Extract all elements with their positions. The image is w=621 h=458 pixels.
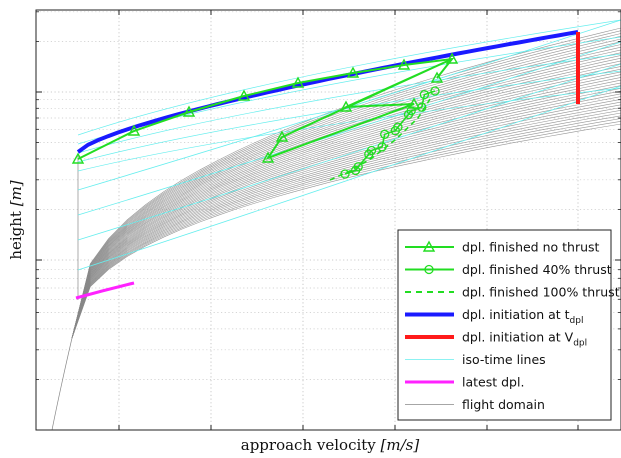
triangle-marker: [237, 89, 251, 101]
flight-domain-curve: [71, 93, 621, 339]
iso-time-line: [77, 19, 621, 136]
flight-domain-curve: [71, 96, 621, 339]
legend-label: latest dpl.: [462, 375, 524, 390]
legend-circle-marker: [424, 264, 434, 275]
legend-label-text: latest dpl.: [462, 375, 524, 390]
y-axis-label-text: height: [7, 206, 25, 259]
legend-entries: dpl. finished no thrust dpl. finished 40%…: [405, 240, 620, 412]
legend-label-text: dpl. finished 100% thrust: [462, 285, 620, 300]
flight-domain-curve: [71, 77, 621, 339]
flight-domain-curve: [71, 68, 621, 339]
flight-domain-curve: [71, 41, 621, 339]
circle-marker: [377, 142, 387, 152]
triangle-marker: [339, 100, 353, 112]
triangle-marker: [275, 130, 289, 142]
legend-label-text: dpl. finished 40% thrust: [462, 262, 612, 277]
flight-domain-curve: [71, 82, 621, 339]
flight-domain-curve: [71, 74, 621, 339]
circle-marker: [417, 102, 427, 112]
flight-domain-curve: [71, 52, 621, 339]
legend: dpl. finished no thrust dpl. finished 40%…: [397, 229, 620, 421]
legend-label-text: dpl. finished no thrust: [462, 240, 600, 255]
triangle-marker: [71, 152, 85, 164]
flight-domain-curve: [71, 110, 621, 339]
legend-triangle-marker: [422, 240, 436, 252]
flight-domain-curve: [71, 44, 621, 339]
flight-domain-curve: [71, 101, 621, 339]
iso-time-line: [77, 85, 621, 271]
no-thrust-line: [77, 57, 455, 160]
triangle-marker: [261, 151, 275, 163]
legend-label-subscript: dpl: [570, 316, 584, 326]
triangle-marker: [397, 58, 411, 70]
flight-domain-curve: [71, 66, 621, 339]
legend-label: iso-time lines: [462, 352, 546, 367]
flight-domain-curve: [71, 46, 621, 339]
y-axis-label: height [m]: [7, 180, 25, 259]
flight-domain-curve: [71, 38, 621, 339]
legend-label-subscript: dpl: [573, 339, 587, 349]
flight-domain-curve: [71, 85, 621, 339]
triangle-marker: [182, 105, 196, 117]
legend-label-text: flight domain: [462, 397, 545, 412]
thrust-40-line: [344, 90, 436, 175]
legend-label: dpl. finished no thrust: [462, 240, 600, 255]
circle-marker: [406, 106, 416, 116]
latest-deployment-line: [75, 281, 135, 300]
initiation-t-line: [76, 30, 579, 154]
circle-marker: [419, 89, 430, 100]
circle-marker: [380, 129, 390, 139]
flight-domain-curve: [71, 79, 621, 339]
flight-domain-curve: [71, 55, 621, 339]
legend-label-text: iso-time lines: [462, 352, 546, 367]
no-thrust-line: [265, 58, 453, 161]
iso-time-line: [77, 70, 621, 163]
flight-domain-curve: [71, 35, 621, 339]
legend-box: [397, 229, 612, 421]
iso-time-line: [77, 41, 621, 216]
data-series: [71, 30, 580, 300]
iso-time-line: [77, 53, 621, 154]
flight-domain-curve: [71, 60, 621, 339]
x-axis-label-unit: [m/s]: [381, 436, 420, 454]
triangle-marker: [127, 124, 141, 136]
legend-label: dpl. initiation at tdpl: [462, 307, 583, 326]
flight-domain-curve: [71, 90, 621, 339]
flight-domain-curve: [71, 121, 621, 339]
circle-marker: [366, 145, 377, 156]
flight-domain-curve: [71, 107, 621, 339]
flight-domain-curve: [71, 88, 621, 339]
legend-label-text: dpl. initiation at t: [462, 307, 570, 322]
iso-time-line: [77, 63, 621, 241]
flight-domain-curve: [71, 104, 621, 339]
legend-label: flight domain: [462, 397, 545, 412]
legend-label: dpl. finished 100% thrust: [462, 285, 620, 300]
circle-marker: [393, 122, 403, 132]
circle-marker: [430, 86, 440, 96]
legend-label: dpl. finished 40% thrust: [462, 262, 612, 277]
flight-domain-curve: [71, 99, 621, 339]
y-axis-label-unit: [m]: [7, 180, 25, 206]
flight-domain-curve: [51, 337, 73, 431]
legend-label-text: dpl. initiation at V: [462, 330, 574, 345]
triangle-marker: [346, 66, 360, 78]
flight-domain-curve: [71, 71, 621, 339]
triangle-marker: [291, 76, 305, 88]
plot-frame: [35, 9, 621, 431]
triangle-marker: [430, 71, 444, 83]
circle-marker: [340, 169, 350, 179]
flight-domain-curve: [71, 63, 621, 339]
circle-marker: [353, 162, 363, 172]
flight-domain-curves: [51, 27, 621, 431]
x-axis-label: approach velocity [m/s]: [241, 436, 420, 454]
triangle-marker: [445, 52, 459, 64]
legend-label: dpl. initiation at Vdpl: [462, 330, 587, 349]
x-axis-label-text: approach velocity: [241, 436, 381, 454]
